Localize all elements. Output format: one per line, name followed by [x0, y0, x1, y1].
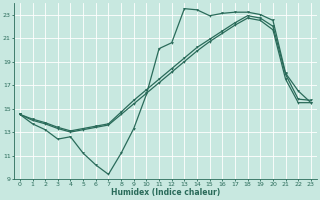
X-axis label: Humidex (Indice chaleur): Humidex (Indice chaleur): [111, 188, 220, 197]
